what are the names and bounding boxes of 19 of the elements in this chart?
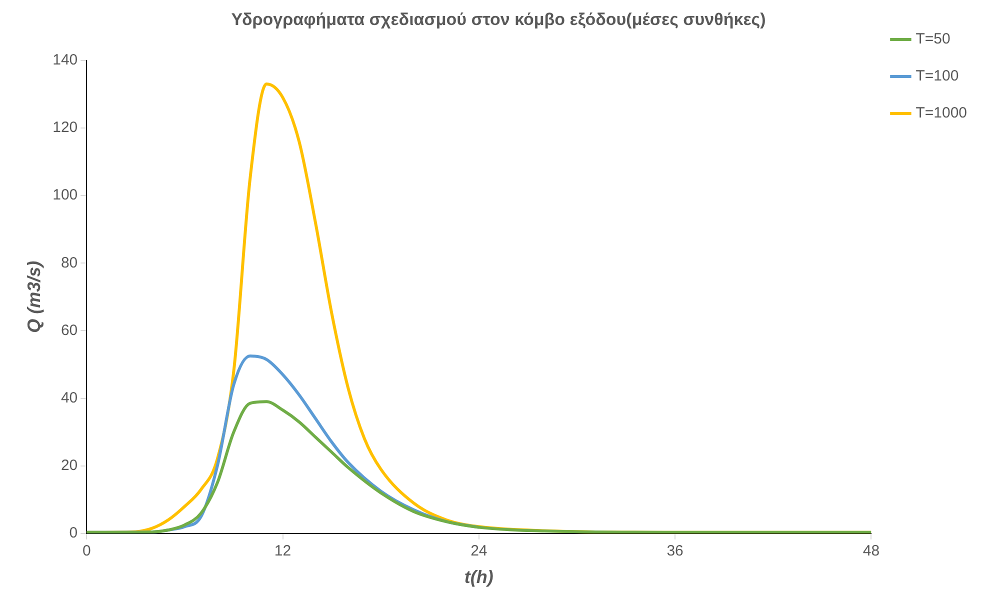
y-tick-label: 60	[60, 322, 78, 339]
y-tick-label: 140	[52, 52, 78, 69]
x-tick-label: 0	[82, 542, 91, 560]
x-tick-label: 24	[470, 542, 488, 560]
x-axis-title: t(h)	[464, 567, 494, 588]
y-tick-label: 20	[60, 456, 78, 474]
x-tick-label: 12	[274, 542, 292, 560]
y-tick-label: 0	[69, 524, 78, 542]
y-tick-label: 100	[52, 186, 78, 204]
chart-title: Υδρογραφήματα σχεδιασμού στον κόμβο εξόδου(μέσες συνθήκες)	[231, 10, 766, 29]
y-tick-label: 40	[60, 389, 78, 406]
legend-label: T=50	[916, 30, 950, 48]
y-tick-label: 120	[52, 119, 78, 136]
x-tick-label: 36	[666, 542, 684, 560]
y-axis-title: Q (m3/s)	[24, 260, 44, 333]
y-tick-label: 80	[60, 254, 78, 272]
legend-label: T=100	[916, 68, 959, 85]
legend-label: T=1000	[916, 104, 968, 122]
x-tick-label: 48	[862, 542, 880, 560]
